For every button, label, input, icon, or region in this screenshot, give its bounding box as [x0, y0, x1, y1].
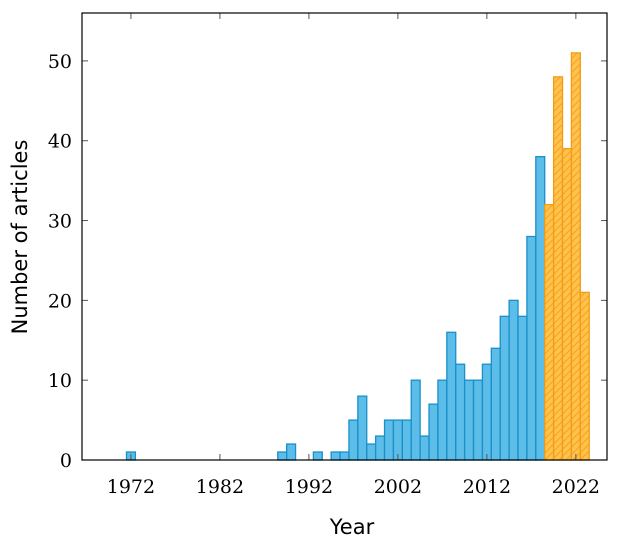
- x-tick-label: 2012: [463, 476, 511, 498]
- plot-frame: [81, 12, 608, 461]
- bar-2016: [517, 315, 528, 461]
- y-tick-label: 30: [48, 211, 72, 233]
- y-tick-label: 10: [48, 370, 72, 392]
- bar-2009: [455, 363, 466, 461]
- bar-1999: [366, 443, 377, 461]
- bar-1990: [286, 443, 297, 461]
- y-axis-title: Number of articles: [8, 140, 32, 335]
- bar-2013: [490, 347, 501, 461]
- x-tick-label: 1992: [285, 476, 333, 498]
- bar-2004: [410, 379, 421, 461]
- bar-2012: [481, 363, 492, 461]
- y-tick-label: 20: [48, 290, 72, 312]
- bar-2015: [508, 299, 519, 461]
- bar-1997: [348, 419, 359, 461]
- y-tick-label: 0: [60, 450, 72, 472]
- x-tick-label: 2002: [374, 476, 422, 498]
- bar-2017: [526, 235, 537, 461]
- bar-2011: [472, 379, 484, 461]
- bar-2023: [579, 291, 590, 461]
- bar-1989: [277, 451, 288, 461]
- bar-2021: [561, 148, 573, 461]
- bar-2003: [401, 419, 412, 461]
- bar-2019: [544, 203, 555, 461]
- y-tick-label: 40: [48, 131, 72, 153]
- bar-1995: [330, 451, 341, 461]
- bar-2000: [374, 435, 386, 461]
- bar-2005: [419, 435, 430, 461]
- bar-1993: [312, 451, 323, 461]
- bar-1996: [339, 451, 350, 461]
- x-axis-title: Year: [329, 515, 375, 539]
- bar-2018: [535, 156, 546, 461]
- bar-2001: [383, 419, 395, 461]
- bar-2007: [437, 379, 448, 461]
- y-tick-label: 50: [48, 51, 72, 73]
- bar-2020: [552, 76, 564, 461]
- bar-2008: [446, 331, 457, 461]
- bar-2006: [428, 403, 439, 461]
- bar-2022: [570, 52, 581, 461]
- x-tick-label: 1982: [196, 476, 244, 498]
- bar-2010: [463, 379, 475, 461]
- ticks-layer: 1972 1982 1992 2002 2012 2022 0 10 20 30 40 50: [48, 13, 607, 498]
- x-tick-label: 2022: [552, 476, 600, 498]
- bar-1998: [357, 395, 368, 461]
- x-tick-label: 1972: [107, 476, 155, 498]
- bar-2014: [499, 315, 510, 461]
